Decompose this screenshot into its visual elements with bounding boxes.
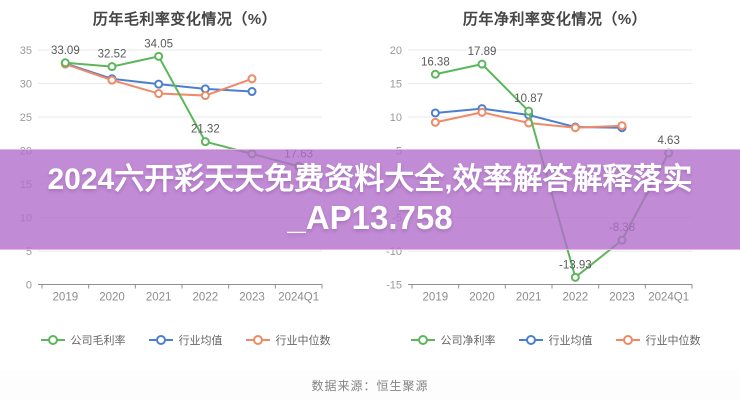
legend-item-industry_mean[interactable]: 行业均值 <box>518 332 593 348</box>
legend-item-industry_median[interactable]: 行业中位数 <box>245 332 331 348</box>
data-point-label: 21.32 <box>191 124 220 136</box>
legend-item-label: 行业均值 <box>178 335 223 347</box>
data-point-label: 17.89 <box>468 46 497 58</box>
y-tick-label: 20 <box>390 45 402 57</box>
legend-item-label: 公司毛利率 <box>70 335 126 347</box>
x-category-label: 2024Q1 <box>648 292 689 304</box>
x-category-label: 2021 <box>516 292 542 304</box>
legend-item-label: 公司净利率 <box>440 335 496 347</box>
legend-item-industry_mean[interactable]: 行业均值 <box>148 332 223 348</box>
legend-item-company[interactable]: 公司净利率 <box>410 332 496 348</box>
x-category-label: 2022 <box>193 292 219 304</box>
data-point-label: 33.09 <box>51 45 80 57</box>
legend-item-company[interactable]: 公司毛利率 <box>40 332 126 348</box>
y-tick-label: 5 <box>26 246 32 258</box>
legend-item-label: 行业中位数 <box>275 335 331 347</box>
x-category-label: 2024Q1 <box>278 292 319 304</box>
x-category-label: 2022 <box>563 292 589 304</box>
series-point-industry_median <box>247 74 257 84</box>
data-point-label: 16.38 <box>421 56 450 68</box>
gross-margin-legend: 公司毛利率 行业均值 行业中位数 <box>0 332 370 348</box>
series-point-company <box>107 62 117 72</box>
gross-margin-chart-title: 历年毛利率变化情况（%） <box>92 11 278 28</box>
data-point-label: 4.63 <box>657 135 679 147</box>
net-margin-legend: 公司净利率 行业均值 行业中位数 <box>370 332 740 348</box>
series-point-company <box>477 59 487 69</box>
series-point-industry_median <box>430 117 440 127</box>
y-tick-label: 25 <box>20 112 32 124</box>
legend-line-marker-icon <box>518 335 543 345</box>
data-source-label: 数据来源：恒生聚源 <box>311 378 429 393</box>
y-tick-label: 15 <box>390 79 402 91</box>
y-tick-label: 35 <box>20 45 32 57</box>
series-point-company <box>570 272 580 282</box>
legend-item-label: 行业均值 <box>548 335 593 347</box>
y-tick-label: 10 <box>390 112 402 124</box>
data-point-label: -13.93 <box>559 259 592 271</box>
x-category-label: 2019 <box>53 292 79 304</box>
y-tick-label: 30 <box>20 79 32 91</box>
series-point-company <box>60 58 70 68</box>
series-point-company <box>200 137 210 147</box>
watermark-overlay-banner: 2024六开彩天天免费资料大全,效率解答解释落实 _AP13.758 <box>0 149 740 250</box>
x-category-label: 2023 <box>609 292 635 304</box>
series-point-company <box>154 51 164 61</box>
series-point-company <box>524 106 534 116</box>
series-point-industry_mean <box>430 108 440 118</box>
series-point-industry_median <box>570 123 580 133</box>
watermark-text-line1: 2024六开彩天天免费资料大全,效率解答解释落实 <box>47 162 693 196</box>
x-category-label: 2020 <box>469 292 495 304</box>
y-tick-label: -15 <box>386 280 402 292</box>
y-tick-label: 0 <box>26 280 32 292</box>
data-point-label: 34.05 <box>144 38 173 50</box>
series-point-industry_median <box>617 121 627 131</box>
legend-line-marker-icon <box>615 335 640 345</box>
legend-line-marker-icon <box>410 335 435 345</box>
data-source-bar: 数据来源：恒生聚源 <box>0 370 740 400</box>
legend-item-label: 行业中位数 <box>645 335 701 347</box>
series-point-company <box>430 69 440 79</box>
watermark-text-line2: _AP13.758 <box>287 199 453 237</box>
series-point-industry_mean <box>247 87 257 97</box>
series-point-industry_median <box>477 107 487 117</box>
legend-item-industry_median[interactable]: 行业中位数 <box>615 332 701 348</box>
data-point-label: 32.52 <box>98 49 127 61</box>
x-category-label: 2019 <box>423 292 449 304</box>
x-category-label: 2021 <box>146 292 172 304</box>
net-margin-chart-title: 历年净利率变化情况（%） <box>462 11 648 28</box>
series-point-industry_mean <box>154 79 164 89</box>
legend-line-marker-icon <box>40 335 65 345</box>
data-point-label: 10.87 <box>514 93 543 105</box>
legend-line-marker-icon <box>148 335 173 345</box>
series-point-industry_median <box>154 89 164 99</box>
series-point-industry_median <box>200 91 210 101</box>
x-category-label: 2020 <box>99 292 125 304</box>
series-point-industry_median <box>107 75 117 85</box>
legend-line-marker-icon <box>245 335 270 345</box>
x-category-label: 2023 <box>239 292 265 304</box>
